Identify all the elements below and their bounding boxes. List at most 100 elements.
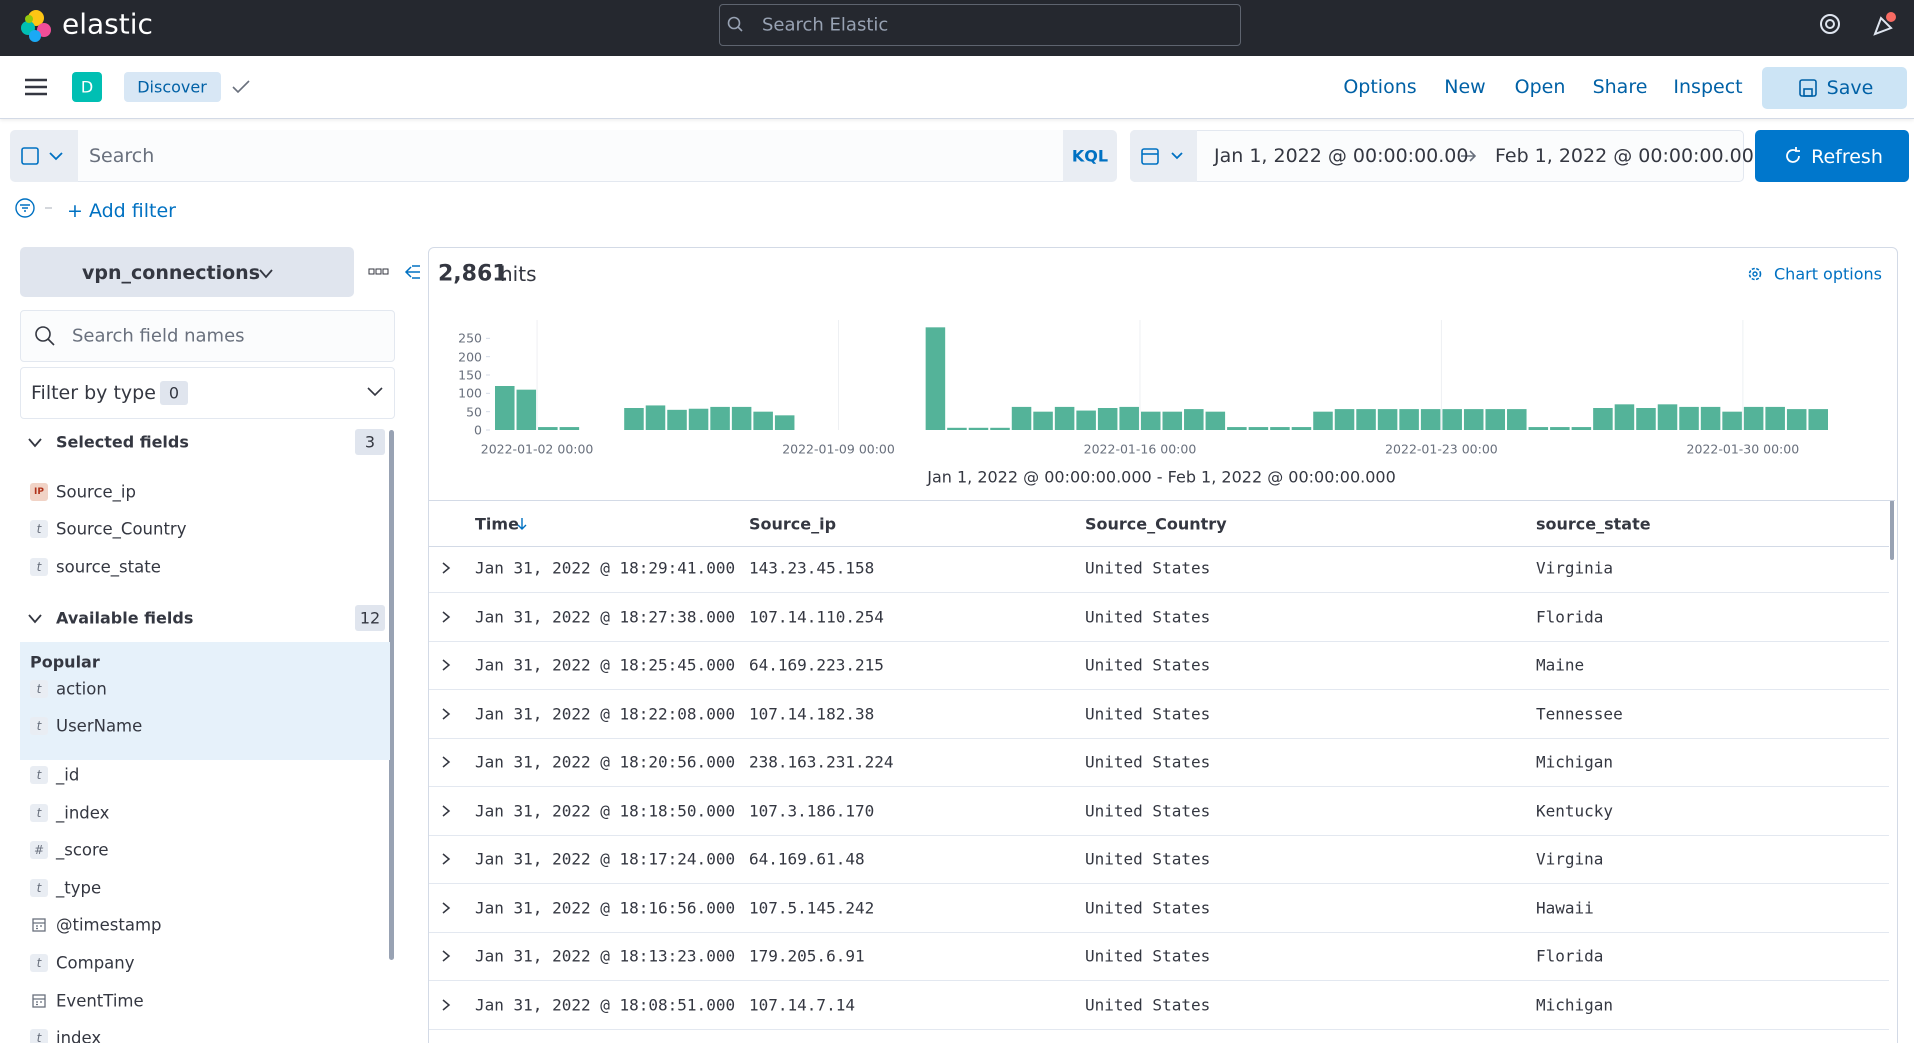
bar[interactable] [1787,409,1807,430]
bar[interactable] [624,408,644,430]
bar[interactable] [990,428,1010,430]
cell: 107.14.182.38 [749,704,874,723]
bar[interactable] [1184,409,1204,430]
bar[interactable] [969,428,989,430]
bar[interactable] [775,415,795,430]
field-name[interactable]: Source_Country [56,520,186,539]
bar[interactable] [495,386,515,430]
cell: United States [1085,850,1210,869]
bar[interactable] [1227,427,1247,430]
expand-toggle[interactable] [440,755,452,769]
row-divider [429,980,1889,981]
bar[interactable] [1722,412,1742,430]
bar[interactable] [1421,409,1441,430]
bar[interactable] [1658,404,1678,430]
column-header[interactable]: source_state [1536,515,1651,534]
y-tick-label: 100 [458,386,482,401]
bar[interactable] [1636,408,1656,430]
bar[interactable] [1270,427,1290,430]
bar[interactable] [1098,408,1118,430]
bar[interactable] [926,327,946,430]
column-header[interactable]: Time [475,515,519,534]
bar[interactable] [1442,409,1462,430]
bar[interactable] [1163,412,1183,430]
expand-toggle[interactable] [440,707,452,721]
cell: Michigan [1536,995,1613,1014]
bar[interactable] [1292,427,1312,430]
row-divider [429,932,1889,933]
toggle-path [443,612,449,622]
bar[interactable] [1141,412,1161,430]
bar[interactable] [1808,409,1828,430]
bar[interactable] [1701,407,1721,430]
bar[interactable] [1464,409,1484,430]
expand-toggle[interactable] [440,852,452,866]
bar[interactable] [1076,411,1096,430]
section-count: 12 [360,609,380,628]
bar[interactable] [1679,407,1699,430]
bar[interactable] [1012,407,1032,430]
row-divider [429,546,1889,547]
bar[interactable] [732,407,752,430]
field-name[interactable]: EventTime [56,991,144,1010]
bar[interactable] [1378,409,1398,430]
bar[interactable] [1615,404,1635,430]
bar[interactable] [1206,412,1226,430]
field-name[interactable]: _id [56,766,79,785]
x-tick-label: 2022-01-02 00:00 [481,442,594,457]
cell: 179.205.6.91 [749,947,865,966]
bar[interactable] [1335,409,1355,430]
bar[interactable] [1744,407,1764,430]
field-name[interactable]: source_state [56,558,161,577]
bar[interactable] [1356,409,1376,430]
bar[interactable] [1529,427,1549,430]
bar[interactable] [667,410,687,430]
bar[interactable] [1033,412,1053,430]
column-header[interactable]: Source_ip [749,515,836,534]
bar[interactable] [753,412,773,430]
bar[interactable] [1119,407,1139,430]
bar[interactable] [947,428,967,430]
expand-toggle[interactable] [440,561,452,575]
bar[interactable] [1399,409,1419,430]
expand-toggle[interactable] [440,610,452,624]
bar[interactable] [1550,427,1570,430]
expand-toggle[interactable] [440,901,452,915]
cell: Michigan [1536,753,1613,772]
field-name[interactable]: _score [56,841,109,860]
column-header[interactable]: Source_Country [1085,515,1227,534]
y-tick-label: 150 [458,368,482,383]
field-type: t [37,768,42,782]
field-type: t [37,956,42,970]
expand-toggle[interactable] [440,949,452,963]
field-name[interactable]: index [56,1029,101,1043]
expand-toggle[interactable] [440,998,452,1012]
bar[interactable] [689,409,709,430]
field-name[interactable]: @timestamp [56,916,162,935]
bar[interactable] [1507,409,1527,430]
x-tick-label: 2022-01-09 00:00 [782,442,895,457]
bar[interactable] [538,427,558,430]
field-name[interactable]: _type [56,878,101,897]
bar[interactable] [1485,409,1505,430]
bar[interactable] [710,407,730,430]
bar[interactable] [1765,407,1785,430]
expand-toggle[interactable] [440,804,452,818]
section-title[interactable]: Available fields [56,609,193,628]
bar[interactable] [517,390,537,430]
bar[interactable] [1572,427,1592,430]
cell: United States [1085,607,1210,626]
x-axis-label: Jan 1, 2022 @ 00:00:00.000 - Feb 1, 2022… [927,468,1396,487]
bar[interactable] [1593,408,1613,430]
field-name[interactable]: UserName [56,717,142,736]
bar[interactable] [646,405,666,430]
bar[interactable] [1313,412,1333,430]
bar[interactable] [1249,427,1269,430]
field-name[interactable]: _index [56,803,109,822]
field-name[interactable]: action [56,680,107,699]
bar[interactable] [1055,407,1075,430]
expand-toggle[interactable] [440,658,452,672]
field-name[interactable]: Company [56,954,135,973]
bar[interactable] [560,427,580,430]
